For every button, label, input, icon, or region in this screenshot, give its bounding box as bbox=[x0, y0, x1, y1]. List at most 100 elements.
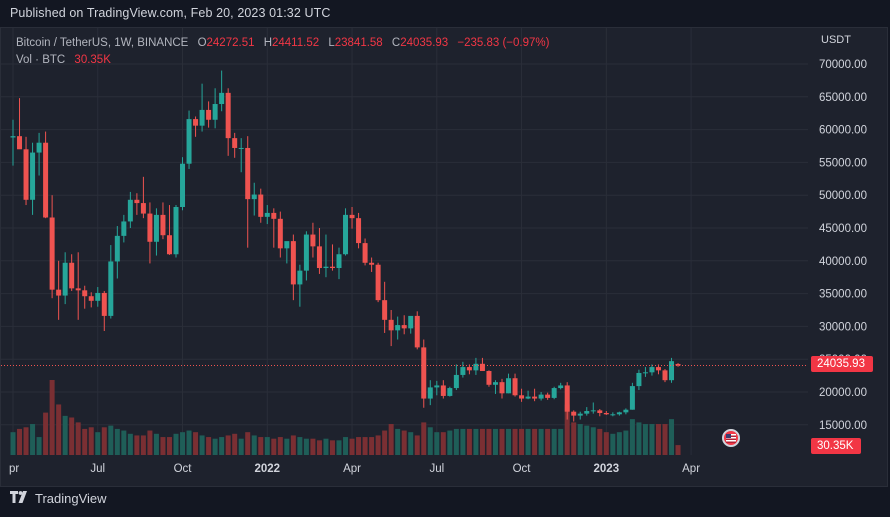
candle-body bbox=[258, 194, 264, 217]
volume-bar bbox=[310, 438, 316, 455]
volume-bar bbox=[545, 428, 551, 455]
candle-body bbox=[277, 218, 283, 249]
legend-volume-row: Vol · BTC 30.35K bbox=[16, 52, 549, 69]
volume-bar bbox=[173, 433, 179, 455]
currency-label[interactable]: USDT bbox=[821, 34, 851, 46]
candle-body bbox=[290, 241, 296, 285]
candle-body bbox=[649, 367, 655, 373]
candle-body bbox=[43, 142, 49, 218]
volume-bar bbox=[447, 430, 453, 455]
volume-bar bbox=[193, 432, 199, 455]
price-tick-label: 30000.00 bbox=[819, 321, 867, 333]
published-caption: Published on TradingView.com, Feb 20, 20… bbox=[10, 6, 331, 20]
volume-bar bbox=[290, 435, 296, 455]
candle-body bbox=[88, 296, 94, 301]
time-tick-label: Oct bbox=[174, 463, 193, 475]
volume-bar bbox=[206, 437, 212, 455]
candle-body bbox=[121, 221, 127, 236]
volume-bar bbox=[238, 438, 244, 455]
candle-body bbox=[180, 163, 186, 208]
candle-body bbox=[486, 371, 492, 385]
candle-body bbox=[460, 367, 466, 375]
candle-body bbox=[62, 262, 68, 296]
volume-bar bbox=[532, 428, 538, 455]
candle-body bbox=[303, 234, 309, 271]
candle-body bbox=[153, 214, 159, 242]
volume-bar bbox=[453, 428, 459, 455]
legend-close-label: C bbox=[391, 37, 401, 49]
volume-bar bbox=[414, 435, 420, 455]
candle-body bbox=[675, 363, 681, 366]
volume-bar bbox=[629, 419, 635, 455]
candle-body bbox=[23, 149, 29, 200]
price-tick-label: 50000.00 bbox=[819, 190, 867, 202]
volume-bar bbox=[362, 437, 368, 455]
legend-symbol[interactable]: Bitcoin / TetherUS, 1W, BINANCE bbox=[16, 37, 189, 49]
time-tick-label: pr bbox=[9, 463, 19, 475]
legend-volume-label[interactable]: Vol · BTC bbox=[16, 54, 66, 66]
candle-body bbox=[147, 213, 153, 242]
candle-body bbox=[95, 292, 101, 301]
candle-body bbox=[271, 212, 277, 219]
candle-body bbox=[571, 411, 577, 416]
candle-body bbox=[492, 382, 498, 385]
candle-body bbox=[662, 370, 668, 381]
candle-body bbox=[284, 241, 290, 249]
last-price-tag: 24035.93 bbox=[811, 356, 873, 372]
candle-body bbox=[10, 136, 16, 138]
candle-body bbox=[564, 385, 570, 412]
legend-open-label: O bbox=[197, 37, 207, 49]
candle-body bbox=[75, 288, 81, 291]
us-flag-event-icon[interactable] bbox=[722, 429, 740, 447]
volume-bar bbox=[30, 424, 36, 455]
volume-bar bbox=[69, 417, 75, 455]
candle-body bbox=[193, 119, 199, 126]
volume-bar bbox=[114, 428, 120, 455]
candle-body bbox=[414, 315, 420, 348]
volume-bar bbox=[519, 428, 525, 455]
legend-change: −235.83 (−0.97%) bbox=[457, 37, 550, 49]
volume-bar bbox=[316, 440, 322, 455]
time-tick-label: Jul bbox=[429, 463, 444, 475]
candle-body bbox=[362, 243, 368, 263]
volume-bar bbox=[336, 440, 342, 455]
volume-bar bbox=[199, 435, 205, 455]
candle-body bbox=[316, 246, 322, 269]
volume-bar bbox=[662, 424, 668, 455]
volume-bar bbox=[251, 435, 257, 455]
candle-body bbox=[388, 319, 394, 331]
candle-body bbox=[479, 363, 485, 372]
volume-bar bbox=[558, 428, 564, 455]
candle-body bbox=[212, 104, 218, 120]
volume-bar bbox=[577, 424, 583, 455]
candle-body bbox=[642, 372, 648, 374]
candle-body bbox=[499, 382, 505, 394]
volume-bar bbox=[512, 428, 518, 455]
volume-bar bbox=[610, 433, 616, 455]
candle-body bbox=[17, 136, 23, 150]
candle-body bbox=[108, 261, 114, 316]
candle-body bbox=[584, 411, 590, 414]
volume-bar bbox=[56, 404, 62, 455]
volume-bar bbox=[271, 438, 277, 455]
volume-bar bbox=[401, 430, 407, 455]
volume-bar bbox=[36, 437, 42, 455]
price-candles bbox=[10, 70, 681, 422]
volume-bar bbox=[186, 430, 192, 455]
volume-bar bbox=[95, 432, 101, 455]
footer-brand[interactable]: TradingView bbox=[10, 491, 107, 506]
volume-bar bbox=[245, 432, 251, 455]
volume-bar bbox=[636, 422, 642, 455]
volume-bar bbox=[212, 438, 218, 455]
volume-bar bbox=[349, 438, 355, 455]
candle-body bbox=[590, 410, 596, 412]
volume-bar bbox=[303, 438, 309, 455]
volume-bars bbox=[10, 380, 681, 455]
time-tick-label: 2023 bbox=[594, 463, 620, 475]
price-tick-label: 15000.00 bbox=[819, 420, 867, 432]
volume-bar bbox=[219, 437, 225, 455]
candle-body bbox=[30, 152, 36, 200]
volume-bar bbox=[382, 430, 388, 455]
flag-stripes bbox=[726, 434, 736, 443]
price-chart[interactable]: 70000.00 65000.00 60000.00 55000.00 50000.00… bbox=[0, 27, 890, 487]
